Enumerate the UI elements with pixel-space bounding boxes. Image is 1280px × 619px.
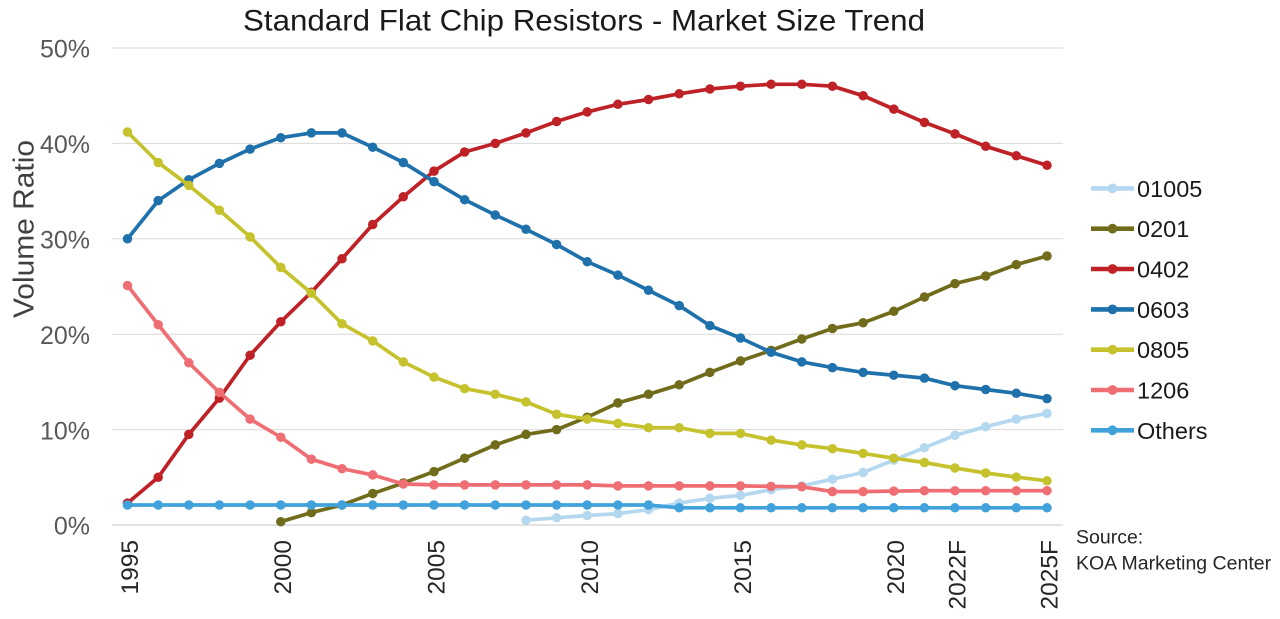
svg-text:KOA Marketing Center: KOA Marketing Center [1076, 553, 1272, 575]
svg-text:Volume Ratio: Volume Ratio [9, 140, 41, 318]
svg-text:01005: 01005 [1137, 176, 1202, 202]
svg-text:Others: Others [1137, 418, 1208, 444]
svg-text:10%: 10% [40, 417, 90, 445]
svg-text:0603: 0603 [1137, 297, 1189, 323]
svg-text:2005: 2005 [424, 540, 451, 595]
svg-text:2015: 2015 [730, 540, 757, 595]
svg-text:1995: 1995 [117, 540, 144, 595]
svg-text:2010: 2010 [577, 540, 604, 595]
svg-text:Standard Flat Chip Resistors -: Standard Flat Chip Resistors - Market Si… [243, 5, 925, 38]
svg-text:20%: 20% [40, 322, 90, 350]
svg-text:1206: 1206 [1137, 378, 1189, 404]
svg-text:2020: 2020 [883, 540, 910, 595]
svg-text:40%: 40% [40, 131, 90, 159]
svg-text:0201: 0201 [1137, 216, 1189, 242]
svg-text:Source:: Source: [1076, 527, 1143, 549]
svg-text:50%: 50% [40, 36, 90, 64]
svg-text:0402: 0402 [1137, 257, 1189, 283]
svg-text:2000: 2000 [270, 540, 297, 595]
svg-text:30%: 30% [40, 227, 90, 255]
svg-text:2022F: 2022F [945, 540, 972, 609]
svg-text:2025F: 2025F [1037, 540, 1064, 609]
svg-text:0%: 0% [54, 513, 90, 541]
svg-text:0805: 0805 [1137, 337, 1189, 363]
